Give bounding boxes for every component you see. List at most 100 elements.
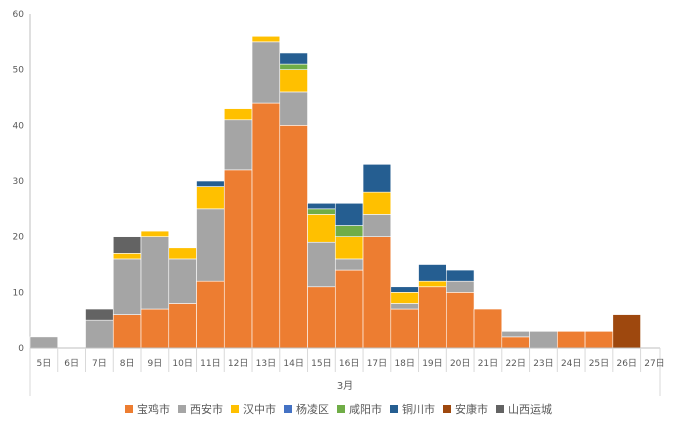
x-tick-label: 7日 — [92, 358, 107, 369]
bar-segment — [223, 119, 253, 171]
bar-segment — [390, 292, 419, 304]
bar-segment — [390, 308, 419, 349]
legend: 宝鸡市 西安市 汉中市 杨凌区 咸阳市 铜川市 安康市 山西运城 — [125, 402, 552, 416]
y-tick-label: 20 — [13, 233, 25, 243]
x-tick-label: 24日 — [561, 358, 581, 369]
bar-segment — [223, 108, 253, 121]
x-tick-label: 20日 — [450, 358, 470, 369]
bar-segment — [251, 102, 281, 349]
bar-segment — [279, 52, 308, 65]
bar-segment — [362, 214, 392, 237]
bar-segment — [390, 303, 419, 310]
legend-item: 西安市 — [178, 402, 223, 416]
bar-segment — [279, 63, 308, 70]
y-tick-label: 30 — [13, 177, 25, 187]
legend-label: 铜川市 — [402, 402, 435, 416]
bar-segment — [501, 330, 530, 338]
x-tick-label: 21日 — [478, 358, 498, 369]
x-tick-label: 11日 — [200, 358, 220, 369]
x-tick-label: 15日 — [311, 358, 331, 369]
bar-segment — [196, 208, 225, 282]
bar-segment — [279, 125, 308, 349]
legend-label: 宝鸡市 — [137, 402, 170, 416]
legend-swatch — [178, 405, 186, 413]
legend-swatch — [390, 405, 398, 413]
bar-segment — [168, 247, 197, 260]
bar-segment — [196, 280, 225, 349]
bar-segment — [307, 286, 336, 349]
bar-segment — [196, 186, 225, 210]
bar-segment — [473, 308, 503, 349]
legend-item: 汉中市 — [231, 402, 276, 416]
y-tick-label: 0 — [18, 344, 24, 354]
bar-segment — [196, 180, 225, 187]
legend-swatch — [284, 405, 292, 413]
legend-item: 山西运城 — [496, 403, 552, 416]
legend-swatch — [496, 405, 504, 413]
bar-segment — [168, 258, 197, 304]
legend-item: 杨凌区 — [284, 402, 329, 416]
bar-segment — [85, 308, 114, 321]
x-tick-label: 10日 — [172, 358, 192, 369]
bar-segment — [445, 292, 475, 349]
x-tick-label: 18日 — [394, 358, 414, 369]
bar-segment — [362, 236, 392, 349]
bar-segment — [251, 41, 281, 104]
bar-segment — [334, 269, 364, 349]
x-tick-label: 9日 — [148, 358, 163, 369]
bar-segment — [223, 169, 253, 349]
bar-segment — [529, 330, 558, 349]
y-axis: 0 10 20 30 40 50 60 — [13, 10, 31, 354]
legend-item: 咸阳市 — [337, 402, 382, 416]
bar-segment — [418, 264, 447, 282]
bar-segment — [418, 286, 447, 349]
bar-segment — [112, 236, 142, 254]
legend-label: 西安市 — [190, 402, 223, 416]
bar-segment — [362, 164, 392, 193]
bar-segment — [112, 314, 142, 349]
bar-segment — [390, 286, 419, 293]
legend-label: 汉中市 — [243, 402, 276, 416]
bars — [29, 35, 641, 349]
x-tick-label: 22日 — [505, 358, 525, 369]
bar-segment — [307, 202, 336, 210]
bar-segment — [29, 336, 59, 349]
bar-segment — [334, 236, 364, 260]
bar-segment — [279, 69, 308, 93]
bar-segment — [168, 303, 197, 349]
legend-swatch — [443, 405, 451, 413]
bar-segment — [334, 202, 364, 226]
x-tick-label: 23日 — [533, 358, 553, 369]
bar-segment — [362, 191, 392, 215]
bar-segment — [279, 91, 308, 126]
bar-segment — [557, 330, 586, 349]
bar-segment — [445, 280, 475, 293]
bar-segment — [445, 269, 475, 282]
bar-segment — [85, 319, 114, 349]
x-tick-label: 13日 — [256, 358, 276, 369]
legend-item: 安康市 — [443, 402, 488, 416]
bar-segment — [251, 35, 281, 43]
y-tick-label: 50 — [13, 66, 25, 76]
bar-segment — [334, 225, 364, 237]
x-tick-label: 19日 — [422, 358, 442, 369]
x-tick-label: 14日 — [283, 358, 303, 369]
y-tick-label: 40 — [13, 121, 25, 131]
x-tick-label: 16日 — [339, 358, 359, 369]
x-tick-label: 27日 — [644, 358, 664, 369]
bar-segment — [140, 230, 170, 237]
legend-label: 山西运城 — [508, 403, 552, 416]
bar-segment — [612, 314, 641, 349]
bar-segment — [112, 253, 142, 260]
legend-label: 咸阳市 — [349, 402, 382, 416]
bar-segment — [584, 330, 614, 349]
bar-segment — [307, 241, 336, 288]
bar-segment — [140, 308, 170, 349]
x-tick-label: 6日 — [64, 358, 79, 369]
bar-segment — [334, 258, 364, 271]
x-group-label: 3月 — [337, 380, 353, 392]
legend-label: 安康市 — [455, 402, 488, 416]
bar-segment — [307, 214, 336, 243]
legend-swatch — [125, 405, 133, 413]
x-tick-label: 26日 — [616, 358, 636, 369]
